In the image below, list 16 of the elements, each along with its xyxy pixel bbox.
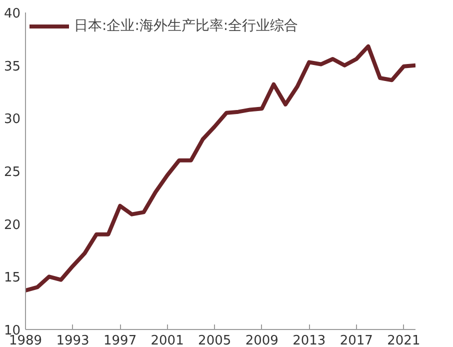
y-tick-label: 25 xyxy=(4,165,21,180)
y-tick-label: 30 xyxy=(4,112,21,128)
x-tick-label: 2001 xyxy=(150,334,184,347)
x-tick-label: 1993 xyxy=(56,334,90,347)
x-tick-label: 2021 xyxy=(387,334,420,347)
y-tick-label: 40 xyxy=(4,6,21,22)
x-tick-label: 2017 xyxy=(340,334,373,347)
x-tick-label: 2009 xyxy=(245,334,278,347)
y-tick-label: 20 xyxy=(4,218,21,233)
y-tick-label: 35 xyxy=(4,59,21,74)
y-tick-label: 15 xyxy=(4,270,21,286)
x-tick-label: 2005 xyxy=(198,334,232,347)
x-tick-label: 2013 xyxy=(292,334,326,347)
legend-label: 日本:企业:海外生产比率:全行业综合 xyxy=(74,17,298,35)
line-series xyxy=(26,44,416,292)
x-tick-label: 1997 xyxy=(104,334,137,347)
